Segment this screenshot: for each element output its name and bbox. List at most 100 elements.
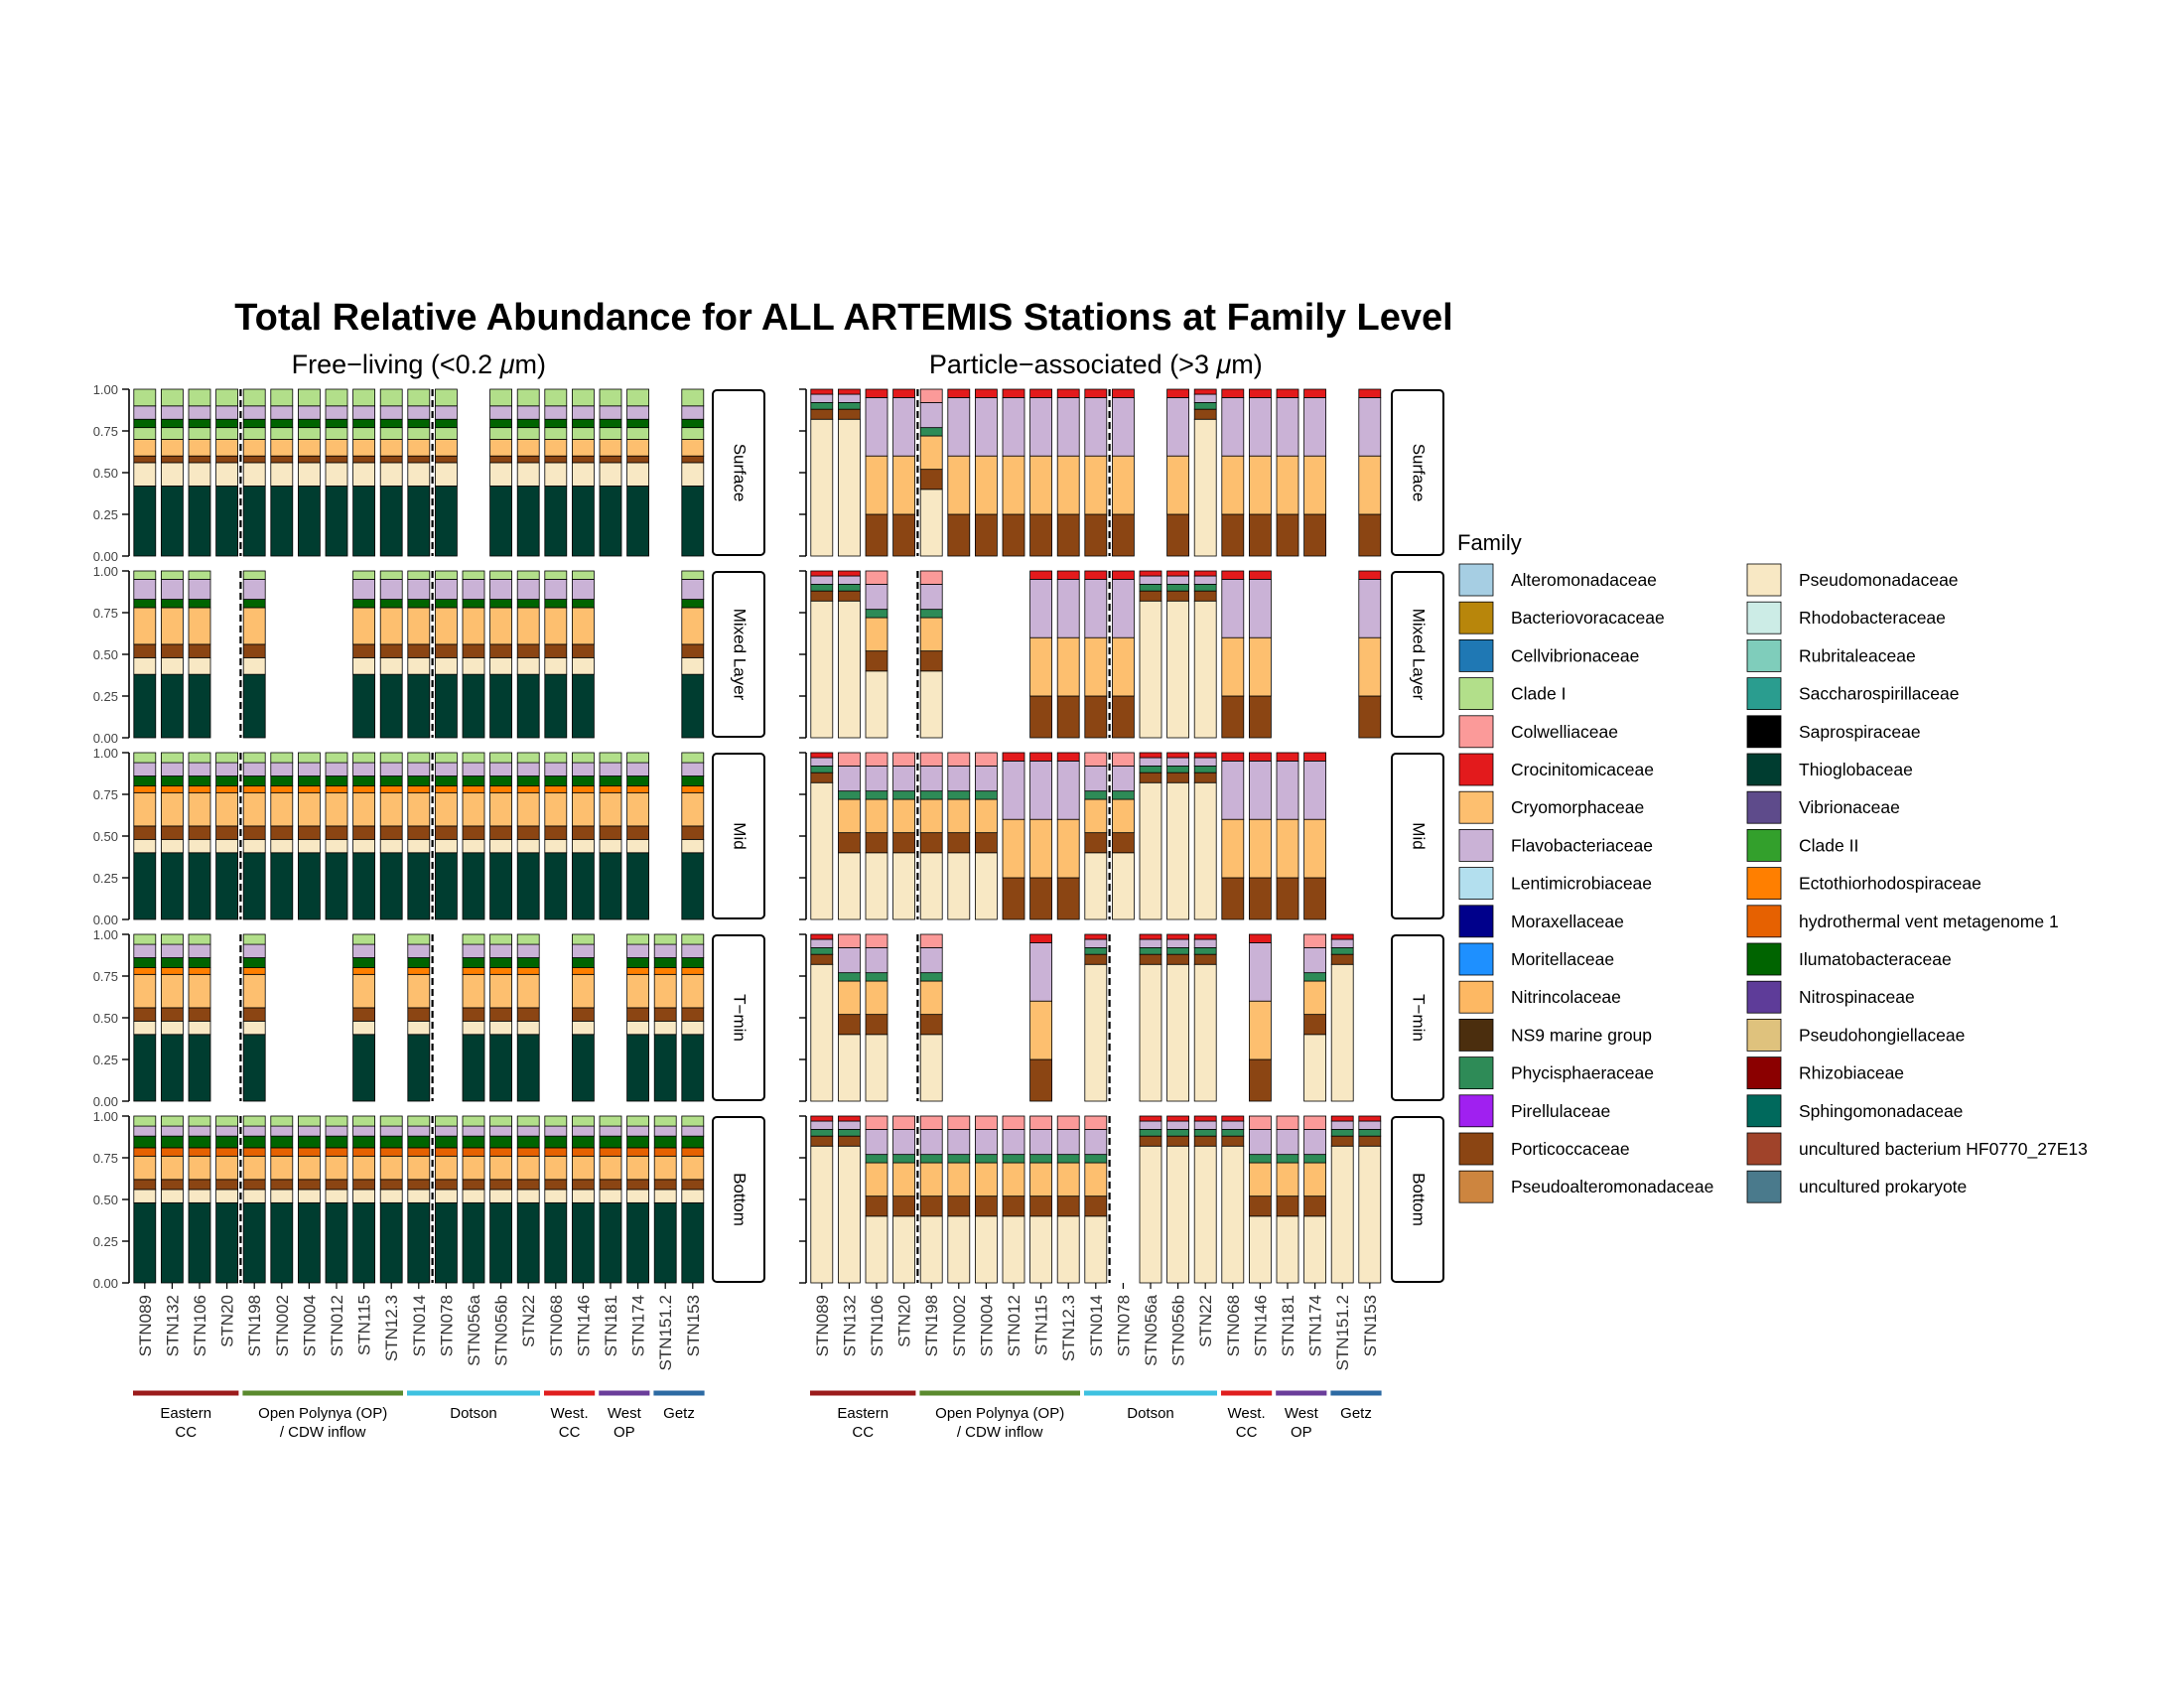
bar-segment	[297, 1155, 321, 1181]
facet-strip	[712, 1116, 765, 1283]
panels: Free−living (<0.2 μm)0.000.250.500.751.0…	[93, 350, 1444, 1441]
bar-segment	[1221, 761, 1245, 820]
bar-segment	[1303, 818, 1326, 879]
bar-STN115	[1029, 1115, 1052, 1284]
bar-segment	[133, 852, 157, 920]
bar-segment	[1249, 1129, 1272, 1156]
bar-segment	[1330, 933, 1354, 940]
bar-segment	[407, 933, 431, 945]
bar-segment	[544, 643, 568, 658]
legend-label: Rubritaleaceae	[1799, 645, 1916, 665]
region-label: West	[608, 1405, 642, 1422]
bar-segment	[810, 1129, 834, 1137]
bar-segment	[160, 427, 184, 440]
bar-segment	[681, 973, 705, 1009]
bar-segment	[572, 1020, 595, 1036]
bar-segment	[1084, 388, 1108, 398]
bar-segment	[160, 1189, 184, 1203]
bar-segment	[1193, 772, 1217, 783]
bar-STN056a	[462, 1115, 485, 1284]
bar-segment	[242, 388, 266, 407]
bar-segment	[975, 1215, 998, 1284]
bar-segment	[681, 943, 705, 958]
bar-segment	[1193, 938, 1217, 948]
legend-item: Clade II	[1746, 829, 1858, 862]
bar-segment	[1056, 1154, 1080, 1164]
bar-segment	[1029, 1215, 1052, 1284]
bar-segment	[681, 405, 705, 420]
bar-segment	[160, 1135, 184, 1149]
bar-segment	[489, 1147, 513, 1157]
bar-segment	[975, 832, 998, 854]
bar-segment	[133, 1189, 157, 1203]
bar-segment	[160, 673, 184, 739]
bar-segment	[352, 656, 376, 675]
bar-segment	[1166, 766, 1189, 774]
bar-segment	[188, 643, 211, 658]
bar-segment	[838, 575, 861, 585]
legend-swatch	[1458, 1019, 1494, 1052]
bar-segment	[325, 455, 348, 464]
legend-swatch	[1746, 1019, 1782, 1052]
bar-segment	[1303, 947, 1326, 974]
bar-segment	[407, 1179, 431, 1191]
bar-segment	[379, 462, 403, 487]
bar-segment	[242, 405, 266, 420]
bar-segment	[160, 762, 184, 776]
bar-segment	[160, 967, 184, 975]
bar-segment	[434, 752, 458, 764]
bar-segment	[188, 967, 211, 975]
bar-segment	[352, 943, 376, 958]
bar-segment	[681, 673, 705, 739]
bar-segment	[975, 752, 998, 767]
bar-segment	[462, 643, 485, 658]
bar-segment	[653, 1189, 677, 1203]
bar-segment	[681, 579, 705, 600]
bar-segment	[242, 455, 266, 464]
bar-segment	[379, 599, 403, 609]
facet-strip-label: Mid	[1410, 822, 1429, 849]
bar-segment	[1221, 1135, 1245, 1147]
bar-segment	[242, 1125, 266, 1137]
bar-STN146	[1249, 752, 1272, 920]
bar-segment	[1303, 396, 1326, 457]
bar-STN151.2	[653, 1115, 677, 1284]
bar-segment	[434, 1135, 458, 1149]
bar-segment	[892, 396, 915, 457]
bar-segment	[1221, 636, 1245, 697]
bar-segment	[242, 1135, 266, 1149]
bar-segment	[188, 791, 211, 827]
bar-segment	[160, 1034, 184, 1102]
bar-segment	[1193, 781, 1217, 920]
bar-STN181	[1276, 752, 1299, 920]
bar-segment	[407, 943, 431, 958]
bar-segment	[133, 785, 157, 793]
bar-segment	[1112, 852, 1135, 920]
bar-segment	[407, 1155, 431, 1181]
legend-swatch	[1458, 1132, 1494, 1166]
bar-STN146	[572, 1115, 595, 1284]
bar-segment	[599, 825, 622, 840]
bar-segment	[160, 438, 184, 457]
bar-segment	[352, 973, 376, 1009]
facet-strip-label: T−min	[1410, 994, 1429, 1042]
bar-segment	[489, 455, 513, 464]
legend-item: Saprospiraceae	[1746, 715, 1921, 749]
bar-segment	[516, 1155, 540, 1181]
bar-STN132	[160, 1115, 184, 1284]
bar-segment	[865, 947, 888, 974]
bar-segment	[681, 1179, 705, 1191]
bar-segment	[270, 1125, 294, 1137]
bar-segment	[544, 656, 568, 675]
bar-segment	[1002, 513, 1025, 557]
bar-STN115	[352, 388, 376, 557]
facet-strip-label: Mixed Layer	[1410, 609, 1429, 701]
bar-segment	[1084, 1115, 1108, 1130]
bar-segment	[626, 852, 649, 920]
bar-segment	[1166, 953, 1189, 965]
bar-segment	[242, 427, 266, 440]
legend-label: hydrothermal vent metagenome 1	[1799, 912, 2059, 931]
bar-segment	[838, 584, 861, 592]
bar-segment	[599, 405, 622, 420]
